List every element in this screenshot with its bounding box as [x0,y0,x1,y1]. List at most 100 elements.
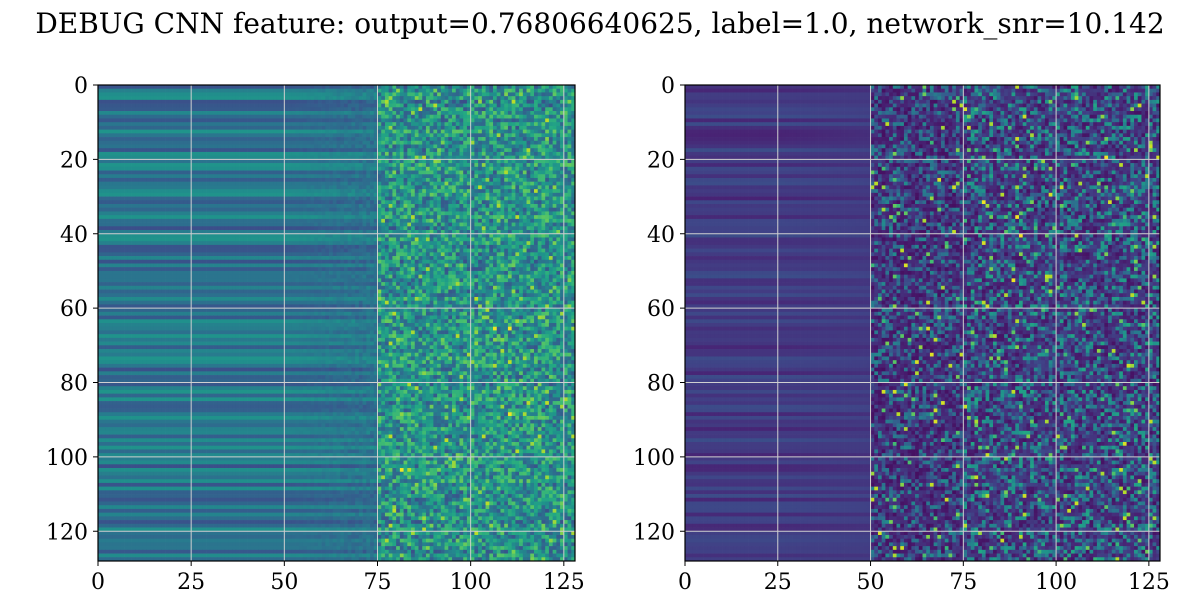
heatmap-cell [373,111,378,116]
heatmap-cell [388,192,393,197]
heatmap-cell [269,170,274,175]
heatmap-cell [332,166,337,171]
heatmap-cell [124,189,129,194]
heatmap-cell [105,215,110,220]
heatmap-cell [112,226,117,231]
heatmap-cell [124,122,129,127]
heatmap-cell [459,170,464,175]
heatmap-cell [284,226,289,231]
heatmap-cell [537,196,542,201]
heatmap-cell [332,96,337,101]
heatmap-cell [507,107,512,112]
heatmap-cell [299,85,304,90]
heatmap-cell [388,226,393,231]
heatmap-cell [481,196,486,201]
heatmap-cell [403,122,408,127]
heatmap-cell [545,125,550,130]
heatmap-cell [452,107,457,112]
heatmap-cell [407,177,412,183]
heatmap-cell [295,137,300,142]
heatmap-cell [295,118,300,123]
heatmap-cell [455,144,460,149]
heatmap-cell [377,85,382,90]
heatmap-cell [511,166,516,171]
heatmap-cell [519,196,524,201]
heatmap-cell [135,222,140,227]
heatmap-cell [358,159,363,164]
heatmap-cell [325,204,330,209]
heatmap-cell [388,155,393,160]
heatmap-cell [194,226,199,231]
heatmap-cell [444,174,449,179]
heatmap-cell [325,215,330,220]
heatmap-cell [519,177,524,183]
heatmap-cell [112,88,117,93]
heatmap-cell [515,163,520,168]
heatmap-cell [455,125,460,130]
heatmap-cell [105,107,110,112]
heatmap-cell [306,163,311,168]
heatmap-cell [567,189,572,194]
heatmap-cell [466,189,472,194]
heatmap-cell [534,151,539,157]
heatmap-cell [120,118,125,123]
heatmap-cell [179,185,185,190]
heatmap-cell [563,192,568,197]
heatmap-cell [176,222,181,227]
heatmap-cell [179,192,185,197]
heatmap-cell [265,96,270,101]
heatmap-cell [247,204,252,209]
heatmap-cell [452,185,457,190]
heatmap-cell [202,137,207,142]
heatmap-cell [530,122,535,127]
heatmap-cell [329,122,334,127]
heatmap-cell [351,96,356,101]
heatmap-cell [452,137,457,142]
heatmap-cell [112,99,117,104]
heatmap-cell [258,174,263,179]
heatmap-cell [377,185,382,190]
heatmap-cell [194,159,199,164]
heatmap-cell [213,185,218,190]
heatmap-cell [217,211,222,216]
heatmap-cell [213,88,218,93]
heatmap-cell [478,144,483,149]
heatmap-cell [131,151,136,157]
heatmap-cell [321,159,326,164]
heatmap-cell [429,99,434,104]
heatmap-cell [414,181,419,186]
heatmap-cell [202,177,207,183]
heatmap-cell [325,192,330,197]
heatmap-cell [187,114,192,119]
heatmap-cell [112,85,117,90]
heatmap-cell [243,196,248,201]
heatmap-cell [317,85,322,90]
heatmap-cell [273,96,278,101]
heatmap-cell [355,204,360,209]
heatmap-cell [556,215,561,220]
heatmap-cell [478,129,483,134]
heatmap-cell [209,96,214,101]
heatmap-cell [109,99,114,104]
heatmap-cell [165,140,170,145]
heatmap-cell [414,177,419,183]
heatmap-cell [522,133,527,138]
heatmap-cell [232,218,237,223]
heatmap-cell [332,218,337,223]
heatmap-cell [280,133,285,138]
heatmap-cell [265,114,270,119]
heatmap-cell [422,177,427,183]
heatmap-cell [429,140,434,145]
heatmap-cell [321,215,326,220]
heatmap-cell [172,174,177,179]
heatmap-cell [504,92,509,97]
heatmap-cell [105,204,110,209]
heatmap-cell [411,159,416,164]
heatmap-cell [213,218,218,223]
heatmap-cell [571,111,576,116]
heatmap-cell [519,226,524,231]
heatmap-cell [340,159,345,164]
heatmap-cell [414,137,419,142]
heatmap-cell [519,185,524,190]
heatmap-cell [98,137,103,142]
